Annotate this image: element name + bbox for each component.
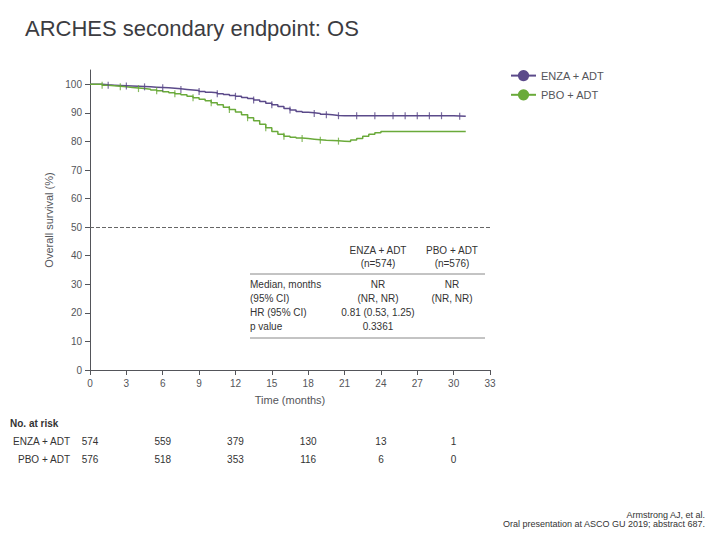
svg-text:ARCHES secondary endpoint: OS: ARCHES secondary endpoint: OS bbox=[25, 16, 359, 41]
svg-text:80: 80 bbox=[71, 136, 83, 147]
svg-text:PBO + ADT: PBO + ADT bbox=[18, 454, 70, 465]
svg-text:1: 1 bbox=[451, 436, 457, 447]
svg-text:ENZA + ADT: ENZA + ADT bbox=[13, 436, 70, 447]
svg-text:6: 6 bbox=[160, 378, 166, 389]
svg-text:100: 100 bbox=[65, 79, 82, 90]
svg-text:30: 30 bbox=[71, 279, 83, 290]
svg-text:116: 116 bbox=[300, 454, 316, 465]
svg-text:24: 24 bbox=[375, 378, 387, 389]
svg-text:ENZA + ADT: ENZA + ADT bbox=[350, 245, 407, 256]
svg-text:13: 13 bbox=[375, 436, 387, 447]
svg-text:21: 21 bbox=[339, 378, 351, 389]
svg-text:Oral presentation at ASCO GU 2: Oral presentation at ASCO GU 2019; abstr… bbox=[503, 519, 705, 529]
svg-text:Armstrong AJ, et al.: Armstrong AJ, et al. bbox=[626, 509, 705, 520]
svg-text:20: 20 bbox=[71, 307, 83, 318]
svg-text:Overall survival (%): Overall survival (%) bbox=[43, 172, 55, 267]
svg-text:15: 15 bbox=[266, 378, 278, 389]
svg-text:NR: NR bbox=[445, 279, 459, 290]
svg-text:PBO + ADT: PBO + ADT bbox=[426, 245, 478, 256]
svg-text:0.81 (0.53, 1.25): 0.81 (0.53, 1.25) bbox=[341, 307, 414, 318]
svg-text:PBO + ADT: PBO + ADT bbox=[541, 89, 598, 101]
svg-text:Median, months: Median, months bbox=[250, 279, 321, 290]
svg-text:576: 576 bbox=[82, 454, 99, 465]
svg-text:6: 6 bbox=[378, 454, 384, 465]
svg-text:10: 10 bbox=[71, 336, 83, 347]
svg-text:HR (95% CI): HR (95% CI) bbox=[250, 307, 307, 318]
svg-text:353: 353 bbox=[227, 454, 244, 465]
svg-text:60: 60 bbox=[71, 193, 83, 204]
svg-text:0: 0 bbox=[87, 378, 93, 389]
svg-text:(NR, NR): (NR, NR) bbox=[357, 293, 398, 304]
svg-text:NR: NR bbox=[371, 279, 385, 290]
svg-text:Time (months): Time (months) bbox=[255, 394, 326, 406]
svg-text:p value: p value bbox=[250, 321, 283, 332]
svg-text:33: 33 bbox=[484, 378, 496, 389]
svg-text:(n=576): (n=576) bbox=[435, 258, 470, 269]
svg-text:130: 130 bbox=[300, 436, 317, 447]
svg-text:0.3361: 0.3361 bbox=[363, 321, 394, 332]
svg-text:70: 70 bbox=[71, 165, 83, 176]
svg-text:30: 30 bbox=[448, 378, 460, 389]
svg-text:9: 9 bbox=[196, 378, 202, 389]
svg-text:ENZA + ADT: ENZA + ADT bbox=[541, 70, 604, 82]
svg-text:559: 559 bbox=[154, 436, 171, 447]
svg-text:18: 18 bbox=[303, 378, 315, 389]
svg-text:379: 379 bbox=[227, 436, 244, 447]
svg-text:40: 40 bbox=[71, 250, 83, 261]
svg-text:(n=574): (n=574) bbox=[361, 258, 396, 269]
svg-text:(NR, NR): (NR, NR) bbox=[431, 293, 472, 304]
svg-text:574: 574 bbox=[82, 436, 99, 447]
svg-text:27: 27 bbox=[412, 378, 424, 389]
svg-text:12: 12 bbox=[230, 378, 242, 389]
svg-text:90: 90 bbox=[71, 107, 83, 118]
svg-text:No. at risk: No. at risk bbox=[10, 418, 59, 429]
svg-text:0: 0 bbox=[451, 454, 457, 465]
svg-text:(95% CI): (95% CI) bbox=[250, 293, 289, 304]
svg-text:518: 518 bbox=[154, 454, 171, 465]
svg-text:3: 3 bbox=[124, 378, 130, 389]
svg-text:0: 0 bbox=[76, 365, 82, 376]
svg-text:50: 50 bbox=[71, 222, 83, 233]
